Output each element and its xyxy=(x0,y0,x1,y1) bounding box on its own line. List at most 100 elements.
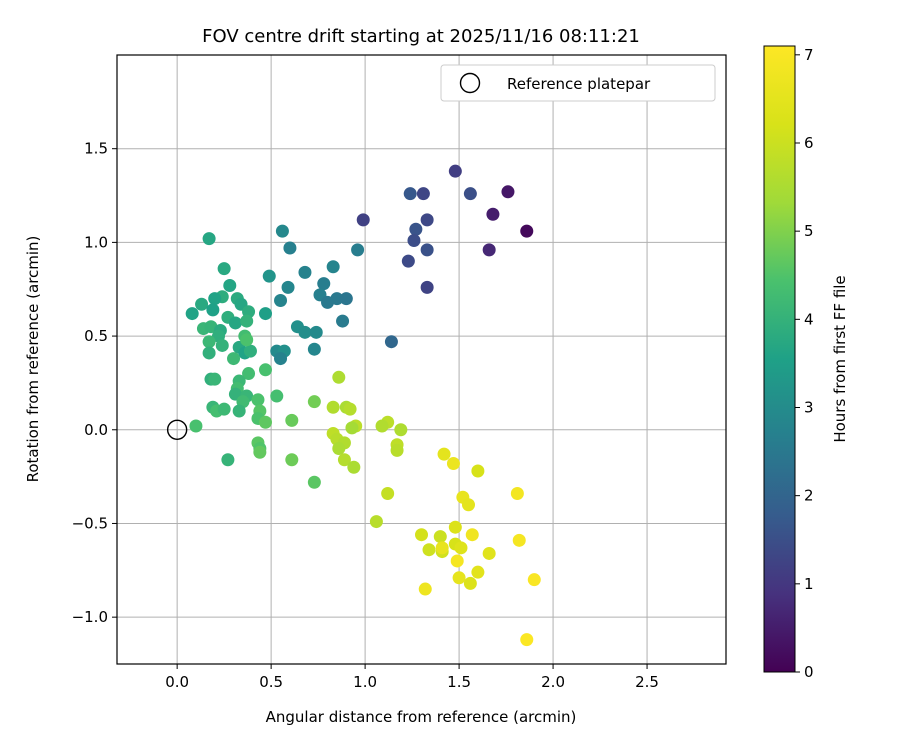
legend-label: Reference platepar xyxy=(507,75,651,93)
data-point xyxy=(390,443,404,457)
y-tick-label: 1.0 xyxy=(84,233,108,251)
data-point xyxy=(332,370,346,384)
data-point xyxy=(416,187,430,201)
data-point xyxy=(317,277,331,291)
data-point xyxy=(437,447,451,461)
colorbar-gradient xyxy=(763,45,796,673)
data-point xyxy=(448,520,462,534)
colorbar: 0 1 2 3 4 5 6 7 Hours from first FF file xyxy=(763,45,849,681)
data-point xyxy=(512,533,526,547)
x-tick-label: 0.0 xyxy=(165,673,189,691)
data-point xyxy=(415,528,428,542)
data-point xyxy=(420,243,434,257)
legend: Reference platepar xyxy=(440,64,716,102)
data-point xyxy=(202,232,216,246)
data-point xyxy=(258,363,272,377)
data-point xyxy=(258,415,272,429)
data-point xyxy=(448,164,462,178)
data-point xyxy=(463,187,477,201)
data-point xyxy=(251,393,265,407)
data-point xyxy=(326,400,340,414)
data-point xyxy=(215,338,229,352)
x-tick-label: 1.0 xyxy=(353,673,377,691)
data-point xyxy=(435,541,449,555)
y-tick-label: 0.0 xyxy=(84,421,108,439)
data-point xyxy=(418,582,432,596)
data-point xyxy=(520,224,534,238)
data-point xyxy=(450,554,464,568)
data-point xyxy=(206,303,220,317)
data-point xyxy=(298,325,312,339)
y-axis-ticks: −1.0 −0.5 0.0 0.5 1.0 1.5 xyxy=(72,140,117,626)
data-point xyxy=(339,292,353,306)
data-point xyxy=(228,316,242,330)
chart-title: FOV centre drift starting at 2025/11/16 … xyxy=(202,26,640,47)
data-point xyxy=(501,185,515,199)
x-tick-label: 2.5 xyxy=(635,673,659,691)
reference-platepar-marker xyxy=(166,419,188,440)
colorbar-tick-label: 6 xyxy=(804,134,814,152)
colorbar-tick-label: 1 xyxy=(804,575,814,593)
data-point xyxy=(486,207,500,221)
data-point xyxy=(420,280,434,294)
data-point xyxy=(384,335,398,349)
colorbar-label: Hours from first FF file xyxy=(831,275,849,442)
data-point xyxy=(345,421,359,435)
data-point xyxy=(461,498,475,512)
reference-marker-layer xyxy=(166,419,188,440)
data-point xyxy=(381,486,395,500)
colorbar-ticks: 0 1 2 3 4 5 6 7 xyxy=(795,46,814,681)
y-tick-label: 1.5 xyxy=(84,140,108,158)
y-axis-label: Rotation from reference (arcmin) xyxy=(24,236,42,483)
data-point xyxy=(208,292,222,306)
data-point xyxy=(407,234,421,248)
data-point xyxy=(262,269,276,283)
data-point xyxy=(307,395,321,409)
data-point xyxy=(336,314,350,328)
data-point xyxy=(409,222,423,236)
x-tick-label: 1.5 xyxy=(447,673,471,691)
data-point xyxy=(482,546,496,560)
data-point xyxy=(337,453,351,467)
data-point xyxy=(258,307,272,321)
data-point xyxy=(195,297,209,311)
data-point xyxy=(307,475,321,489)
legend-box xyxy=(440,64,716,102)
data-point xyxy=(281,280,295,294)
data-point xyxy=(471,565,485,579)
data-point xyxy=(510,486,524,500)
data-point xyxy=(351,243,365,257)
x-tick-label: 2.0 xyxy=(541,673,565,691)
plot-frame xyxy=(116,54,727,665)
colorbar-tick-label: 3 xyxy=(804,398,814,416)
data-point xyxy=(433,530,447,544)
data-point xyxy=(253,445,267,459)
colorbar-tick-label: 0 xyxy=(804,663,814,681)
y-tick-label: 0.5 xyxy=(84,327,108,345)
data-point xyxy=(189,419,203,433)
data-point xyxy=(471,464,485,478)
data-point xyxy=(465,528,479,542)
data-point xyxy=(420,213,434,227)
data-point xyxy=(240,314,254,328)
data-point xyxy=(240,333,254,347)
data-point xyxy=(375,419,389,433)
data-point xyxy=(202,346,216,360)
data-point xyxy=(227,352,241,366)
data-point xyxy=(309,325,323,339)
data-point xyxy=(520,633,534,647)
data-points xyxy=(185,164,541,647)
data-point xyxy=(332,442,346,456)
data-point xyxy=(285,413,299,427)
data-point xyxy=(217,402,231,416)
data-point xyxy=(202,335,216,349)
data-point xyxy=(242,367,256,381)
data-point xyxy=(274,293,288,307)
data-point xyxy=(274,352,288,366)
data-point xyxy=(208,372,222,386)
x-tick-label: 0.5 xyxy=(259,673,283,691)
data-point xyxy=(463,576,477,590)
data-point xyxy=(221,453,235,467)
data-point xyxy=(527,573,541,587)
